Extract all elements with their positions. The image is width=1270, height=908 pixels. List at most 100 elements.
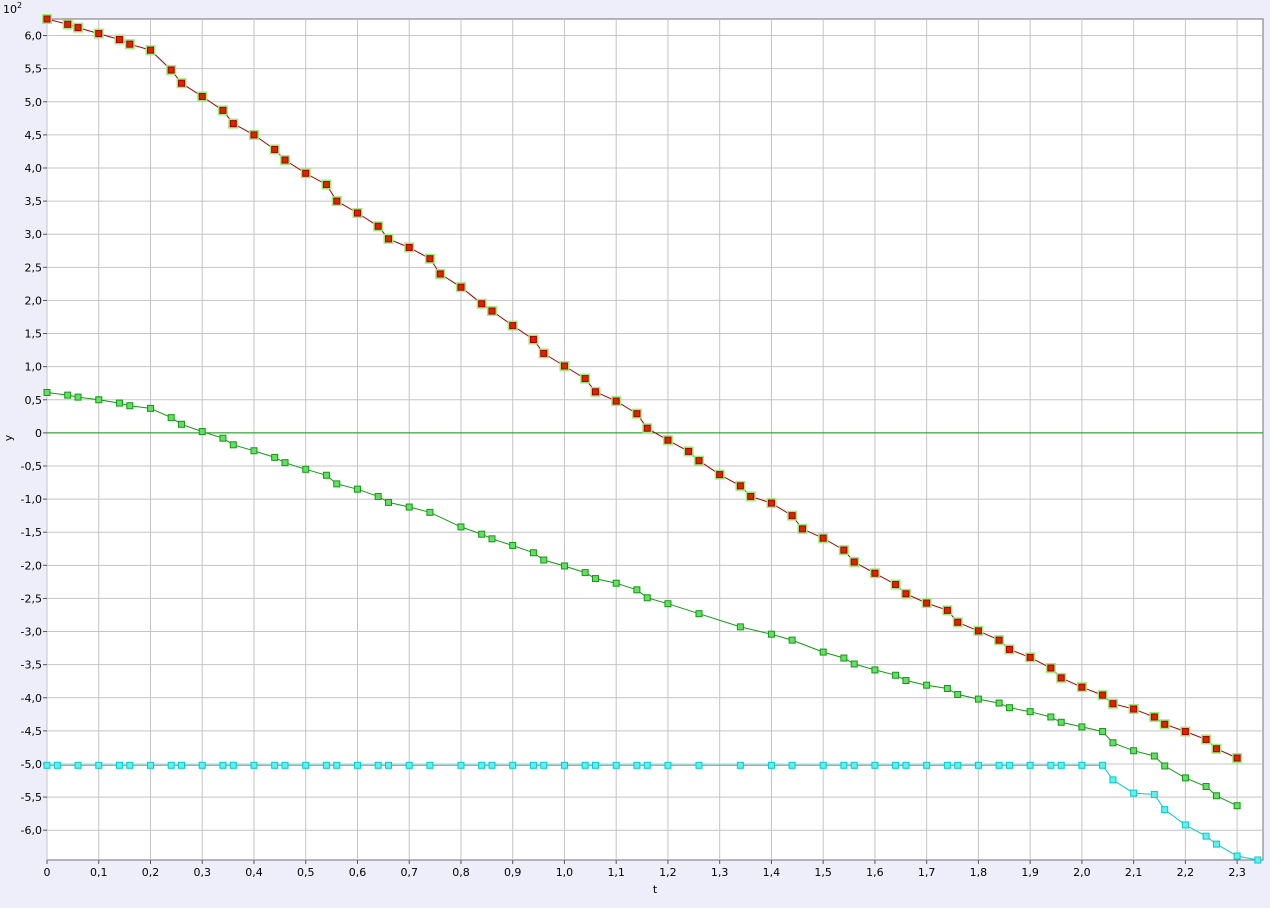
y-tick-label: -5,0 xyxy=(21,758,42,771)
data-point xyxy=(529,336,537,344)
data-point xyxy=(747,492,755,500)
data-point xyxy=(1202,782,1210,790)
x-tick-label: 0,3 xyxy=(193,866,211,879)
data-point xyxy=(1130,705,1138,713)
data-point xyxy=(426,255,434,263)
data-point xyxy=(767,630,775,638)
data-point xyxy=(954,761,962,769)
data-point xyxy=(974,627,982,635)
data-point xyxy=(74,761,82,769)
data-point xyxy=(302,169,310,177)
data-point xyxy=(229,120,237,128)
data-point xyxy=(840,761,848,769)
data-point xyxy=(198,92,206,100)
data-point xyxy=(1047,713,1055,721)
data-point xyxy=(840,654,848,662)
y-tick-label: 6,0 xyxy=(25,30,43,43)
data-point xyxy=(478,300,486,308)
data-point xyxy=(281,156,289,164)
x-tick-label: 1,7 xyxy=(918,866,936,879)
data-point xyxy=(1212,792,1220,800)
data-point xyxy=(1254,856,1262,864)
x-tick-label: 1,9 xyxy=(1021,866,1039,879)
series-3 xyxy=(43,761,1262,864)
data-point xyxy=(1202,832,1210,840)
data-point xyxy=(560,562,568,570)
data-point xyxy=(1026,653,1034,661)
data-point xyxy=(95,761,103,769)
data-point xyxy=(374,222,382,230)
data-point xyxy=(788,761,796,769)
series-1 xyxy=(42,14,1243,764)
data-point xyxy=(374,761,382,769)
x-tick-label: 2,1 xyxy=(1125,866,1143,879)
y-tick-label: 1,5 xyxy=(25,328,43,341)
data-point xyxy=(736,482,744,490)
data-point xyxy=(509,541,517,549)
data-point xyxy=(1181,728,1189,736)
data-point xyxy=(685,447,693,455)
data-point xyxy=(1150,752,1158,760)
data-point xyxy=(219,106,227,114)
y-axis-multiplier-base: 10 xyxy=(3,3,17,16)
data-point xyxy=(302,465,310,473)
y-axis-ticks: 6,0 5,5 5,0 4,5 4,0 3,5 3,0 2,5 2,0 1,5 1,0 0,5 0 -0,… xyxy=(21,30,47,837)
data-point xyxy=(974,761,982,769)
x-axis-label: t xyxy=(653,883,658,896)
data-point xyxy=(478,530,486,538)
data-point xyxy=(798,525,806,533)
series-group xyxy=(42,14,1262,864)
data-point xyxy=(974,695,982,703)
x-tick-label: 0,6 xyxy=(349,866,367,879)
data-point xyxy=(788,636,796,644)
data-point xyxy=(488,535,496,543)
data-point xyxy=(322,181,330,189)
data-point xyxy=(581,569,589,577)
data-point xyxy=(1026,761,1034,769)
data-point xyxy=(405,243,413,251)
data-point xyxy=(374,492,382,500)
data-point xyxy=(871,666,879,674)
y-tick-label: 2,5 xyxy=(25,261,43,274)
data-point xyxy=(405,761,413,769)
data-point xyxy=(1047,761,1055,769)
y-tick-label: 1,0 xyxy=(25,361,43,374)
data-point xyxy=(612,579,620,587)
x-tick-label: 0,2 xyxy=(142,866,160,879)
x-axis-ticks: 0 0,1 0,2 0,3 0,4 0,5 0,6 0,7 0,8 0,9 1,0 1,1 1,2 1,3… xyxy=(44,860,1246,879)
data-point xyxy=(871,569,879,577)
y-tick-label: -3,0 xyxy=(21,626,42,639)
data-point xyxy=(146,404,154,412)
data-point xyxy=(353,761,361,769)
data-point xyxy=(923,761,931,769)
y-tick-label: -4,5 xyxy=(21,725,42,738)
x-tick-label: 0,4 xyxy=(245,866,263,879)
data-point xyxy=(540,349,548,357)
data-point xyxy=(1078,723,1086,731)
data-point xyxy=(250,447,258,455)
data-point xyxy=(850,660,858,668)
data-point xyxy=(643,424,651,432)
data-point xyxy=(1005,645,1013,653)
data-point xyxy=(1005,761,1013,769)
data-point xyxy=(250,131,258,139)
data-point xyxy=(736,623,744,631)
data-point xyxy=(1233,802,1241,810)
data-point xyxy=(695,457,703,465)
x-tick-label: 1,8 xyxy=(970,866,988,879)
x-tick-label: 2,2 xyxy=(1177,866,1195,879)
data-point xyxy=(178,420,186,428)
data-point xyxy=(943,761,951,769)
data-point xyxy=(612,761,620,769)
data-point xyxy=(560,761,568,769)
data-point xyxy=(53,761,61,769)
data-point xyxy=(767,499,775,507)
data-point xyxy=(509,322,517,330)
data-point xyxy=(1161,720,1169,728)
data-point xyxy=(1057,718,1065,726)
data-point xyxy=(591,388,599,396)
data-point xyxy=(353,209,361,217)
y-tick-label: -0,5 xyxy=(21,460,42,473)
x-tick-label: 0,5 xyxy=(297,866,315,879)
data-point xyxy=(281,761,289,769)
